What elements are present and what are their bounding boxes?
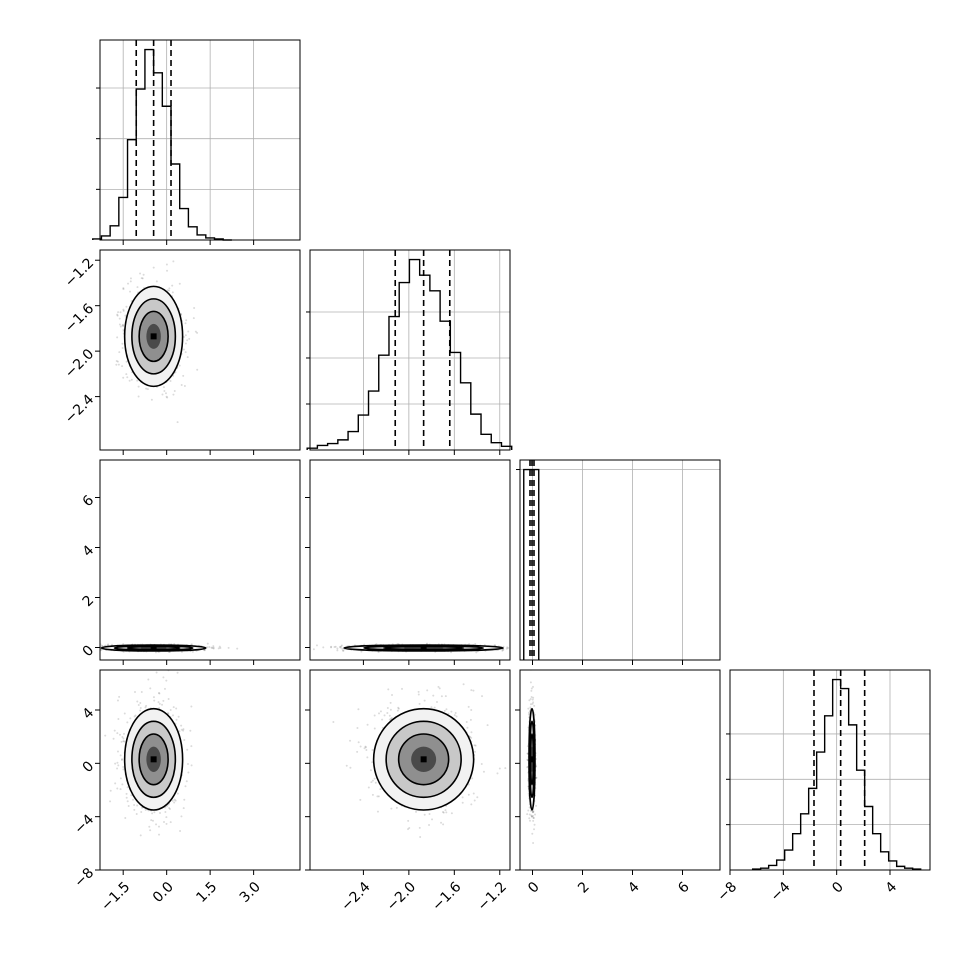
ytick-label-2-1: 2 xyxy=(80,592,98,610)
xtick-label-2-3: 6 xyxy=(675,879,693,897)
pair-frame-3-0 xyxy=(99,669,301,871)
ytick-label-3-2: 0 xyxy=(80,758,98,776)
hist-panel-3 xyxy=(726,669,931,871)
ytick-label-2-0: 0 xyxy=(80,642,98,660)
hist-step-0 xyxy=(92,48,232,241)
xtick-label-2-1: 2 xyxy=(575,879,593,897)
xtick-label-0-1: 0.0 xyxy=(150,879,177,906)
xtick-label-1-1: −2.0 xyxy=(384,879,419,914)
hist-step-2 xyxy=(523,468,540,660)
ytick-label-3-3: 4 xyxy=(80,705,98,723)
xtick-label-0-3: 3.0 xyxy=(237,879,264,906)
peak-3-0 xyxy=(150,756,157,763)
ytick-label-2-3: 6 xyxy=(80,492,98,510)
pair-content-2-1 xyxy=(312,642,510,654)
tick-labels: −2.4 −2.0 −1.6 −1.2 0 2 4 6 −1.5 0.0 1.5 3.0 −8 −4 0 4 −… xyxy=(62,255,900,914)
peak-3-1 xyxy=(420,756,427,763)
pair-content-3-2 xyxy=(526,670,538,845)
contour-1-0-2 xyxy=(131,298,177,375)
contour-3-1-3 xyxy=(372,707,475,811)
hist-frame-1 xyxy=(309,249,511,451)
ytick-label-3-1: −4 xyxy=(71,812,97,838)
pair-panel-2-1 xyxy=(309,459,511,661)
contour-1-0-3 xyxy=(123,285,184,388)
hist-frame-2 xyxy=(519,459,721,661)
contour-3-1-2 xyxy=(385,720,462,799)
xtick-label-1-0: −2.4 xyxy=(338,879,373,914)
contour-3-0-3 xyxy=(123,707,184,811)
peak-2-0 xyxy=(150,645,157,651)
peak-3-2 xyxy=(529,756,535,763)
ytick-label-3-0: −8 xyxy=(71,865,97,891)
peak-2-1 xyxy=(420,645,427,651)
contour-3-0-1 xyxy=(138,733,169,786)
contour-3-1-1 xyxy=(397,733,450,786)
ytick-label-2-2: 4 xyxy=(80,542,98,560)
pair-panel-3-1 xyxy=(309,669,511,871)
hist-frame-0 xyxy=(99,39,301,241)
pair-content-3-1 xyxy=(332,683,507,839)
ytick-label-1-3: −1.2 xyxy=(62,255,97,290)
xtick-label-3-1: −4 xyxy=(768,879,794,905)
xtick-label-3-0: −8 xyxy=(714,879,740,905)
pair-frame-1-0 xyxy=(99,249,301,451)
xtick-label-3-2: 0 xyxy=(829,879,847,897)
pair-frame-2-0 xyxy=(99,459,301,661)
xtick-label-0-2: 1.5 xyxy=(193,879,220,906)
xtick-label-1-2: −1.6 xyxy=(429,879,464,914)
pair-content-3-0 xyxy=(104,670,193,837)
peak-1-0 xyxy=(150,333,157,340)
pair-frame-3-2 xyxy=(519,669,721,871)
pair-panel-1-0 xyxy=(99,249,301,451)
hist-frame-3 xyxy=(729,669,931,871)
ytick-label-1-0: −2.4 xyxy=(62,392,97,427)
contour-1-0-1 xyxy=(138,310,169,363)
xtick-label-1-3: −1.2 xyxy=(475,879,510,914)
xtick-label-3-3: 4 xyxy=(883,879,901,897)
pair-frame-2-1 xyxy=(309,459,511,661)
hist-panel-0 xyxy=(92,39,301,241)
ytick-label-1-2: −1.6 xyxy=(62,301,97,336)
corner-panels xyxy=(92,39,931,875)
pair-panel-2-0 xyxy=(99,459,301,661)
hist-step-1 xyxy=(306,258,513,450)
ytick-label-1-1: −2.0 xyxy=(62,346,97,381)
hist-panel-2 xyxy=(516,459,721,661)
pair-panel-3-0 xyxy=(99,669,301,871)
pair-frame-3-1 xyxy=(309,669,511,871)
xtick-label-0-0: −1.5 xyxy=(98,879,133,914)
xtick-label-2-0: 0 xyxy=(525,879,543,897)
pair-content-2-0 xyxy=(100,642,239,654)
hist-step-3 xyxy=(751,678,922,870)
pair-content-1-0 xyxy=(115,260,199,424)
xtick-label-2-2: 4 xyxy=(625,879,643,897)
contour-3-0-2 xyxy=(131,720,177,799)
hist-panel-1 xyxy=(306,249,513,451)
pair-panel-3-2 xyxy=(519,669,721,871)
